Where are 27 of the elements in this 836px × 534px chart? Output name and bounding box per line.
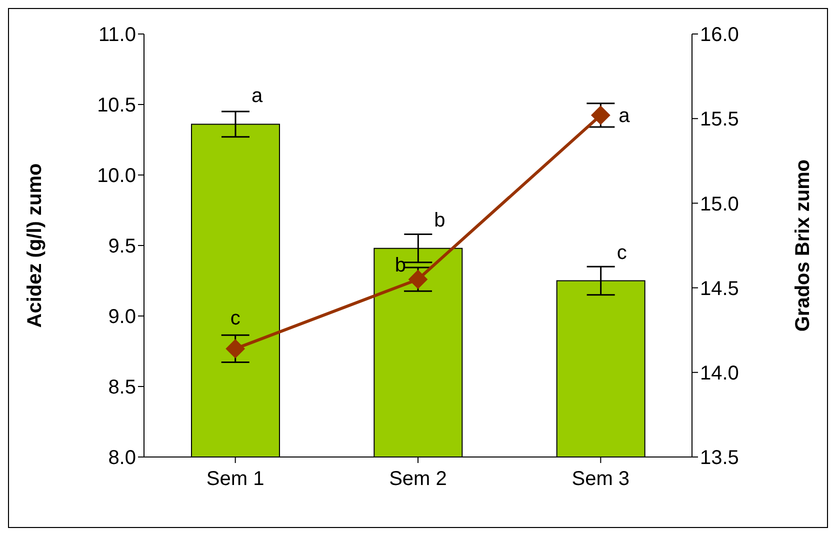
y2-tick-label: 13.5 bbox=[700, 447, 739, 470]
y2-tick-label: 14.5 bbox=[700, 278, 739, 300]
point bbox=[591, 106, 610, 125]
y-tick-label: 9.5 bbox=[108, 236, 136, 258]
data-label: b bbox=[434, 209, 446, 232]
y2-axis-title: Grados Brix zumo bbox=[792, 159, 814, 332]
x-tick-label: Sem 3 bbox=[572, 468, 630, 490]
point bbox=[226, 339, 245, 358]
y-axis-title: Acidez (g/l) zumo bbox=[24, 163, 46, 328]
y2-tick-label: 15.5 bbox=[700, 108, 739, 131]
y-tick-label: 8.0 bbox=[108, 447, 136, 470]
data-label: c bbox=[616, 242, 627, 264]
y2-tick-label: 15.0 bbox=[700, 193, 739, 216]
y-tick-label: 10.0 bbox=[97, 165, 136, 188]
y2-tick-label: 14.0 bbox=[700, 362, 739, 384]
y-tick-label: 9.0 bbox=[108, 306, 136, 328]
x-tick-label: Sem 1 bbox=[206, 468, 264, 490]
y-tick-label: 8.5 bbox=[108, 376, 136, 399]
data-label: b bbox=[394, 254, 406, 276]
y-tick-label: 10.5 bbox=[97, 94, 136, 117]
y2-tick-label: 16.0 bbox=[700, 24, 739, 46]
data-label: c bbox=[230, 308, 240, 330]
x-tick-label: Sem 2 bbox=[389, 468, 447, 490]
data-label: a bbox=[618, 105, 631, 128]
point bbox=[408, 270, 428, 289]
data-label: a bbox=[251, 85, 264, 108]
y-tick-label: 11.0 bbox=[98, 24, 136, 46]
